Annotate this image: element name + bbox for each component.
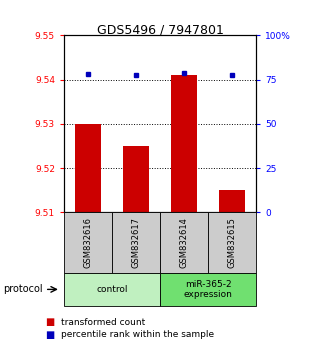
- Text: GSM832617: GSM832617: [132, 217, 140, 268]
- Text: GDS5496 / 7947801: GDS5496 / 7947801: [97, 23, 223, 36]
- Text: miR-365-2
expression: miR-365-2 expression: [184, 280, 232, 299]
- Bar: [208, 212, 256, 273]
- Bar: [123, 146, 149, 212]
- Text: GSM832616: GSM832616: [84, 217, 92, 268]
- Bar: [64, 273, 160, 306]
- Bar: [75, 124, 101, 212]
- Text: percentile rank within the sample: percentile rank within the sample: [61, 330, 214, 339]
- Text: transformed count: transformed count: [61, 318, 145, 327]
- Bar: [64, 212, 112, 273]
- Text: ■: ■: [45, 330, 54, 339]
- Text: protocol: protocol: [3, 284, 43, 295]
- Text: control: control: [96, 285, 128, 294]
- Bar: [160, 212, 208, 273]
- Bar: [112, 212, 160, 273]
- Text: GSM832615: GSM832615: [228, 217, 236, 268]
- Text: ■: ■: [45, 317, 54, 327]
- Bar: [160, 273, 256, 306]
- Text: GSM832614: GSM832614: [180, 217, 188, 268]
- Bar: [171, 75, 197, 212]
- Bar: [219, 190, 245, 212]
